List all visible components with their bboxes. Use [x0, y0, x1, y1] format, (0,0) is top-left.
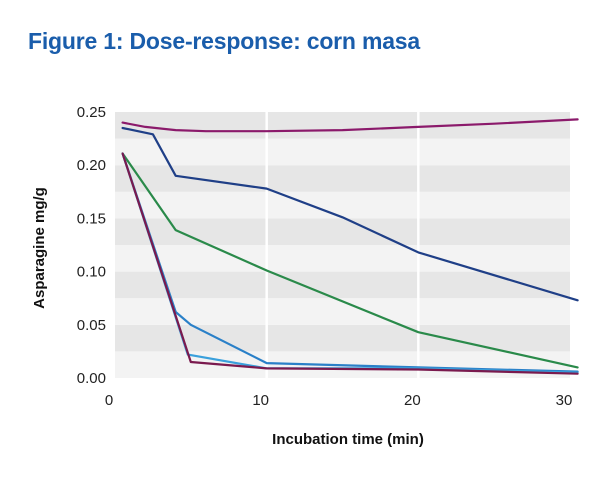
grid-band: [115, 112, 570, 139]
y-tick-label: 0.10: [77, 264, 106, 281]
y-tick-label: 0.25: [77, 104, 106, 121]
y-axis-label: Asparagine mg/g: [31, 187, 48, 309]
x-tick-label: 20: [404, 392, 421, 409]
grid-band: [115, 298, 570, 325]
x-tick-label: 10: [252, 392, 269, 409]
x-tick-label: 30: [556, 392, 573, 409]
y-tick-label: 0.05: [77, 317, 106, 334]
y-tick-label: 0.00: [77, 370, 106, 387]
grid-band: [115, 165, 570, 192]
series-line-1: [121, 118, 579, 133]
x-tick-label: 0: [105, 392, 113, 409]
grid-band: [115, 324, 570, 352]
y-tick-label: 0.15: [77, 210, 106, 227]
series-line-2: [121, 126, 579, 302]
grid-band: [115, 191, 570, 219]
chart-title: Figure 1: Dose-response: corn masa: [28, 28, 420, 54]
vertical-gridlines: [265, 112, 420, 378]
grid-band: [115, 271, 570, 299]
series-line-3: [121, 152, 579, 369]
series-line-6: [121, 152, 579, 375]
grid-band: [115, 245, 570, 272]
grid-band: [115, 218, 570, 245]
series-layer: [121, 118, 579, 375]
x-axis-label: Incubation time (min): [272, 431, 424, 448]
y-tick-label: 0.20: [77, 157, 106, 174]
y-axis-ticks: 0.00 0.05 0.10 0.15 0.20 0.25: [77, 104, 106, 387]
x-axis-ticks: 0 10 20 30: [105, 392, 573, 409]
grid-band: [115, 138, 570, 166]
